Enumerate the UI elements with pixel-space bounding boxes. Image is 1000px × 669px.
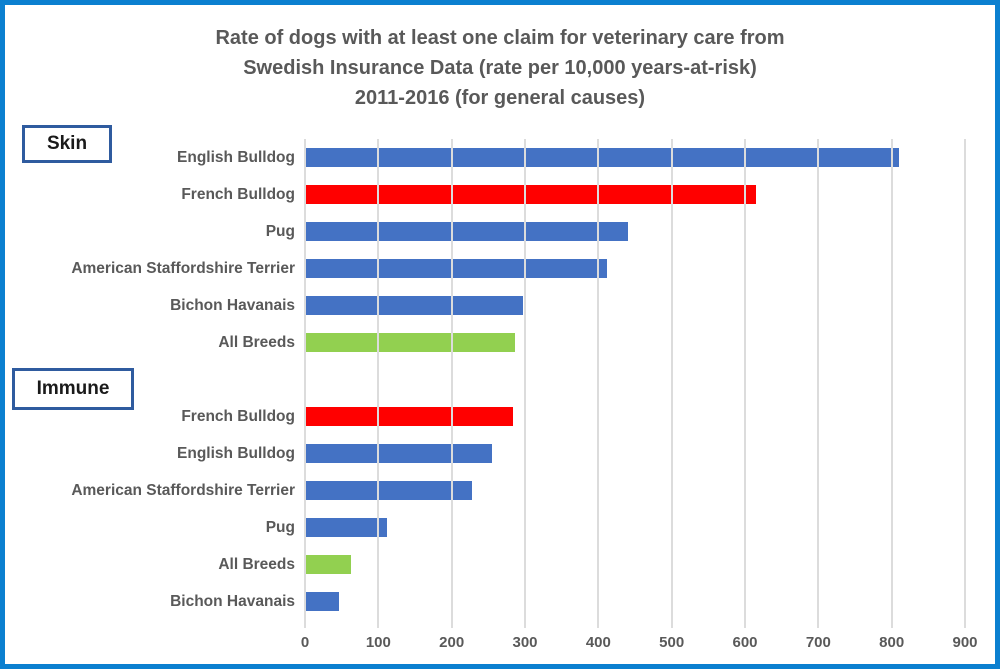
chart-title-line-3: 2011-2016 (for general causes) [354,87,646,109]
bar-label: American Staffordshire Terrier [71,259,295,277]
group-label-immune-text: Immune [36,378,110,399]
bar-label: American Staffordshire Terrier [71,481,295,499]
bar [305,518,388,537]
bar-row: Pug [5,213,995,250]
chart-title: Rate of dogs with at least one claim for… [5,23,995,113]
bar-label: English Bulldog [177,148,295,166]
bar-label: English Bulldog [177,444,295,462]
bar-row: English Bulldog [5,435,995,472]
bar-track [305,361,965,398]
bar-label: Pug [265,222,295,240]
bar-track [305,546,965,583]
bar [305,259,608,278]
bar-row-spacer [5,361,995,398]
bar-label: French Bulldog [181,185,295,203]
bar-rows: English Bulldog French Bulldog Pug American… [5,139,995,620]
group-label-skin-text: Skin [46,133,88,154]
bar [305,296,523,315]
bar-label: Pug [265,518,295,536]
bar-track [305,472,965,509]
bar-row: French Bulldog [5,176,995,213]
bar [305,222,628,241]
bar-label: All Breeds [218,555,295,573]
axis-tick-label: 0 [300,634,310,651]
axis-tick-label: 600 [732,634,758,651]
bar-label: Bichon Havanais [170,296,295,314]
group-label-immune: Immune [12,368,134,410]
bar-track [305,324,965,361]
bar-track [305,287,965,324]
group-label-skin: Skin [22,125,112,163]
axis-tick-label: 800 [879,634,905,651]
bar-row: French Bulldog [5,398,995,435]
bar-track [305,398,965,435]
bar-label: Bichon Havanais [170,592,295,610]
bar-track [305,435,965,472]
bar-row: All Breeds [5,546,995,583]
bar-row: Bichon Havanais [5,287,995,324]
plot-area: English Bulldog French Bulldog Pug American… [5,139,995,654]
bar-track [305,213,965,250]
axis-tick-label: 300 [512,634,538,651]
axis-tick-label: 400 [585,634,611,651]
bar-track [305,176,965,213]
axis-tick-label: 500 [659,634,685,651]
bar-label: French Bulldog [181,407,295,425]
chart-title-line-2: Swedish Insurance Data (rate per 10,000 … [243,57,757,79]
bar [305,481,473,500]
bar-track [305,509,965,546]
x-axis: 0 100 200 300 400 500 600 700 800 900 [301,634,978,654]
axis-tick-label: 200 [439,634,465,651]
bar [305,185,756,204]
bar-track [305,139,965,176]
bar [305,148,899,167]
bar [305,592,339,611]
bar-track [305,250,965,287]
bar-row: Bichon Havanais [5,583,995,620]
bar-row: American Staffordshire Terrier [5,250,995,287]
bar [305,555,352,574]
bar-row: English Bulldog [5,139,995,176]
bar-row: All Breeds [5,324,995,361]
bar-row: American Staffordshire Terrier [5,472,995,509]
bar-label: All Breeds [218,333,295,351]
bar [305,407,514,426]
chart-title-line-1: Rate of dogs with at least one claim for… [215,27,785,49]
bar-row: Pug [5,509,995,546]
bar-track [305,583,965,620]
bar [305,444,492,463]
bar [305,333,516,352]
axis-tick-label: 100 [365,634,391,651]
axis-tick-label: 900 [952,634,978,651]
axis-tick-label: 700 [805,634,831,651]
